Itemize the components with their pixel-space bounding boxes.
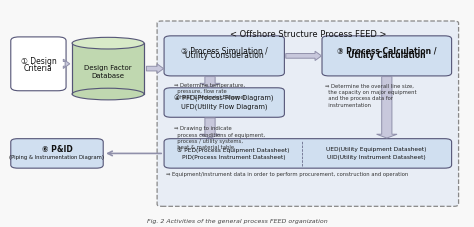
FancyBboxPatch shape <box>157 22 458 206</box>
Text: ⇒ Drawing to indicate
  process conditions of equipment,
  process / utility sys: ⇒ Drawing to indicate process conditions… <box>174 126 265 149</box>
FancyBboxPatch shape <box>11 139 103 168</box>
Polygon shape <box>63 60 70 69</box>
Text: PID(Process Instrument Datasheet): PID(Process Instrument Datasheet) <box>182 154 285 159</box>
FancyBboxPatch shape <box>164 88 284 118</box>
Text: Design Factor
Database: Design Factor Database <box>84 64 132 78</box>
Text: Utility Calculation: Utility Calculation <box>348 51 426 60</box>
Ellipse shape <box>72 38 144 50</box>
Text: Fig. 2 Activities of the general process FEED organization: Fig. 2 Activities of the general process… <box>146 218 328 223</box>
Text: UID(Utility Instrument Datasheet): UID(Utility Instrument Datasheet) <box>327 154 426 159</box>
Text: (Piping & Instrumentation Diagram): (Piping & Instrumentation Diagram) <box>9 154 104 159</box>
Polygon shape <box>286 52 321 61</box>
Text: ⇒ Determine the overall line size,
  the capacity on major equipment
  and the p: ⇒ Determine the overall line size, the c… <box>325 84 417 107</box>
Polygon shape <box>200 77 220 88</box>
Text: UFD(Utility Flow Diagram): UFD(Utility Flow Diagram) <box>181 103 267 109</box>
Text: ① Design: ① Design <box>20 57 56 66</box>
Text: ⑥ P&ID: ⑥ P&ID <box>42 145 73 154</box>
Text: Utility Consideration: Utility Consideration <box>185 51 264 60</box>
Polygon shape <box>200 118 220 138</box>
Text: Criteria: Criteria <box>24 63 53 72</box>
FancyBboxPatch shape <box>164 139 452 168</box>
FancyBboxPatch shape <box>11 38 66 91</box>
Text: ⇒ Determine temperature,
  pressure, flow rate
  (Heat & Material Balance): ⇒ Determine temperature, pressure, flow … <box>174 82 246 100</box>
Polygon shape <box>376 77 397 138</box>
Bar <box>72 44 144 95</box>
Text: ③ Process Calculation /: ③ Process Calculation / <box>337 46 437 55</box>
Text: ⑤ PED(Process Equipment Datasheet): ⑤ PED(Process Equipment Datasheet) <box>177 146 290 152</box>
FancyBboxPatch shape <box>322 37 452 76</box>
Text: UED(Utility Equipment Datasheet): UED(Utility Equipment Datasheet) <box>326 147 427 152</box>
Text: ⇒ Equipment/instrument data in order to perform procurement, construction and op: ⇒ Equipment/instrument data in order to … <box>166 172 409 177</box>
Ellipse shape <box>72 89 144 100</box>
Polygon shape <box>146 65 164 74</box>
FancyBboxPatch shape <box>164 37 284 76</box>
Text: < Offshore Structure Process FEED >: < Offshore Structure Process FEED > <box>229 30 386 38</box>
Text: ② Process Simulation /: ② Process Simulation / <box>181 46 268 55</box>
Text: ④ PFD(Process Flow Diagram): ④ PFD(Process Flow Diagram) <box>174 95 274 102</box>
